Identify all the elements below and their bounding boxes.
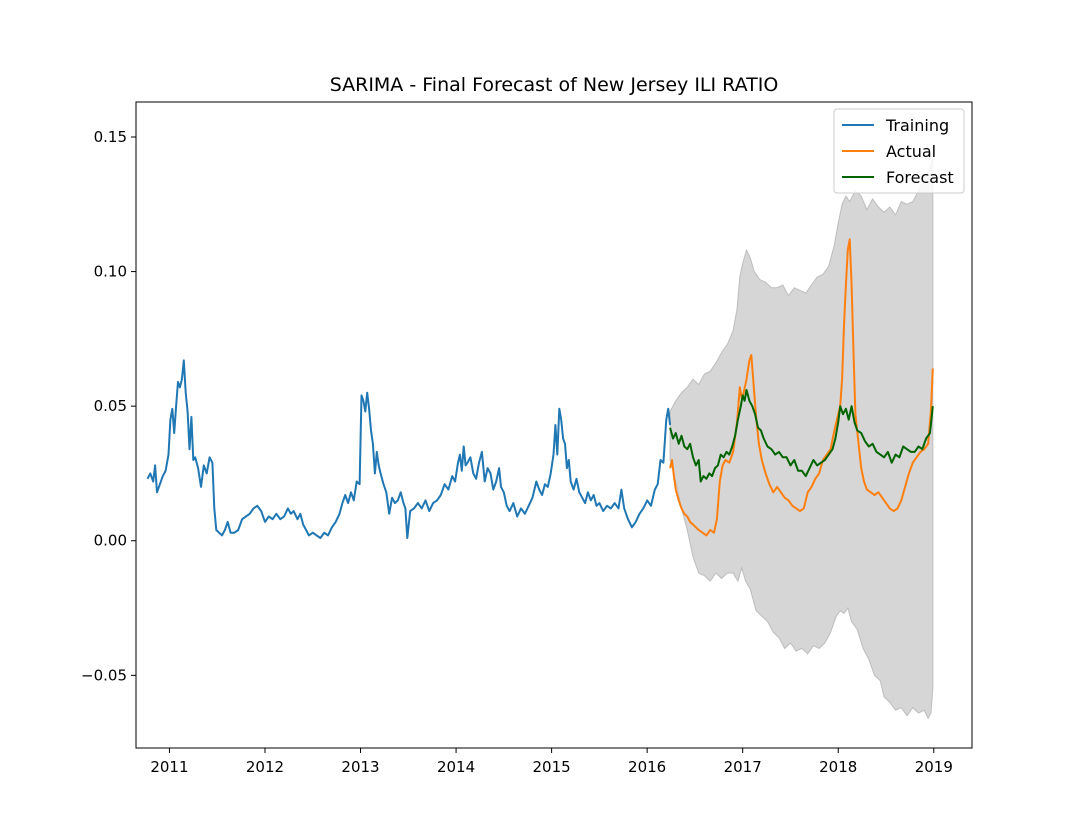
chart-title: SARIMA - Final Forecast of New Jersey IL…	[330, 74, 779, 96]
series-layer	[146, 238, 934, 539]
legend-label-actual: Actual	[886, 142, 936, 161]
x-tick-label: 2014	[437, 758, 475, 776]
x-axis-ticks: 2011 2012 2013 2014 2015 2016 2017 2018 2019	[150, 748, 953, 776]
x-tick-label: 2011	[150, 758, 188, 776]
confidence-band-layer	[669, 158, 934, 720]
y-tick-label: 0.15	[94, 128, 127, 146]
x-tick-label: 2017	[724, 758, 762, 776]
plot-area: 2011 2012 2013 2014 2015 2016 2017 2018 2019 −0.…	[81, 101, 973, 776]
x-tick-label: 2015	[533, 758, 571, 776]
axes-frame	[135, 101, 973, 749]
x-tick-label: 2012	[246, 758, 284, 776]
y-tick-label: 0.00	[94, 532, 127, 550]
y-tick-label: 0.10	[94, 263, 127, 281]
x-tick-label: 2013	[341, 758, 379, 776]
legend-label-training: Training	[885, 116, 949, 135]
legend-box	[833, 108, 965, 194]
y-tick-label: −0.05	[81, 666, 127, 684]
series-line-actual	[669, 238, 934, 537]
series-line-training	[146, 359, 672, 539]
legend: Training Actual Forecast	[833, 108, 965, 194]
x-tick-label: 2018	[819, 758, 857, 776]
x-tick-label: 2019	[915, 758, 953, 776]
confidence-band	[669, 158, 934, 720]
series-line-forecast	[669, 389, 934, 483]
y-tick-label: 0.05	[94, 397, 127, 415]
x-tick-label: 2016	[628, 758, 666, 776]
legend-label-forecast: Forecast	[886, 168, 954, 187]
y-axis-ticks: −0.05 0.00 0.05 0.10 0.15	[81, 128, 136, 684]
